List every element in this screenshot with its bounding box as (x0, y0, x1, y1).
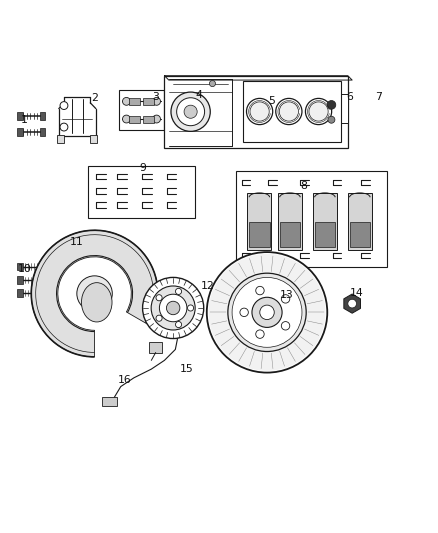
Circle shape (123, 98, 131, 106)
Text: 13: 13 (280, 290, 293, 300)
Text: 8: 8 (301, 181, 307, 191)
Bar (280, 222, 300, 247)
Bar (40, 112, 45, 120)
Bar (314, 222, 335, 247)
Circle shape (247, 99, 273, 125)
Text: 9: 9 (139, 163, 146, 173)
Circle shape (309, 102, 328, 121)
Polygon shape (344, 294, 360, 313)
Circle shape (305, 99, 332, 125)
Circle shape (184, 105, 197, 118)
Circle shape (123, 115, 131, 123)
Bar (164, 76, 348, 148)
Text: 6: 6 (346, 92, 353, 102)
Circle shape (348, 300, 357, 308)
Circle shape (281, 295, 290, 303)
Text: 11: 11 (70, 238, 84, 247)
Text: 1: 1 (21, 115, 28, 125)
Circle shape (77, 276, 112, 311)
Circle shape (209, 80, 215, 87)
Bar (40, 128, 45, 136)
Bar (143, 98, 153, 105)
Bar (243, 81, 341, 142)
Bar (102, 397, 117, 406)
Circle shape (208, 254, 325, 371)
Circle shape (152, 98, 160, 106)
Bar (17, 289, 22, 297)
Circle shape (60, 123, 68, 131)
Bar (130, 116, 141, 123)
Circle shape (159, 294, 187, 322)
Circle shape (250, 102, 269, 121)
Circle shape (256, 286, 264, 295)
Circle shape (187, 305, 194, 311)
Text: 2: 2 (91, 93, 98, 103)
Bar (318, 94, 348, 123)
Bar (88, 166, 195, 217)
Bar (149, 342, 162, 352)
Text: 5: 5 (268, 96, 275, 107)
Circle shape (256, 330, 264, 338)
Circle shape (252, 297, 282, 327)
Circle shape (328, 116, 335, 123)
Circle shape (176, 321, 182, 328)
Circle shape (327, 101, 336, 109)
Circle shape (143, 277, 204, 338)
Bar (90, 135, 97, 143)
Text: 14: 14 (350, 288, 364, 298)
Bar (143, 116, 153, 123)
Text: 7: 7 (375, 92, 382, 102)
Circle shape (156, 315, 162, 321)
Text: 12: 12 (201, 281, 215, 291)
Bar (57, 135, 64, 143)
Bar (17, 128, 22, 136)
Circle shape (171, 92, 210, 131)
Text: 15: 15 (180, 364, 193, 374)
Bar (249, 222, 270, 247)
Circle shape (152, 115, 160, 123)
Bar (278, 193, 302, 249)
Text: 3: 3 (152, 92, 159, 102)
Bar (350, 222, 370, 247)
Circle shape (232, 277, 302, 348)
Circle shape (151, 286, 195, 330)
Bar (130, 98, 141, 105)
Circle shape (260, 305, 274, 320)
Bar (247, 193, 272, 249)
Wedge shape (31, 230, 158, 357)
Circle shape (177, 98, 205, 126)
Bar (313, 193, 337, 249)
Bar (17, 263, 22, 270)
Circle shape (176, 288, 182, 294)
Bar (119, 90, 164, 130)
Circle shape (240, 308, 248, 317)
Bar (237, 171, 387, 268)
Text: 16: 16 (118, 375, 132, 385)
Bar (348, 193, 372, 249)
Ellipse shape (81, 282, 112, 322)
Bar (17, 112, 22, 120)
Circle shape (276, 99, 302, 125)
Circle shape (228, 273, 306, 351)
Circle shape (60, 102, 68, 109)
Circle shape (166, 301, 180, 314)
Circle shape (207, 252, 327, 373)
Text: 10: 10 (18, 264, 32, 273)
Circle shape (279, 102, 298, 121)
Circle shape (281, 321, 290, 330)
Circle shape (156, 295, 162, 301)
Bar (17, 276, 22, 284)
Text: 4: 4 (196, 91, 203, 100)
